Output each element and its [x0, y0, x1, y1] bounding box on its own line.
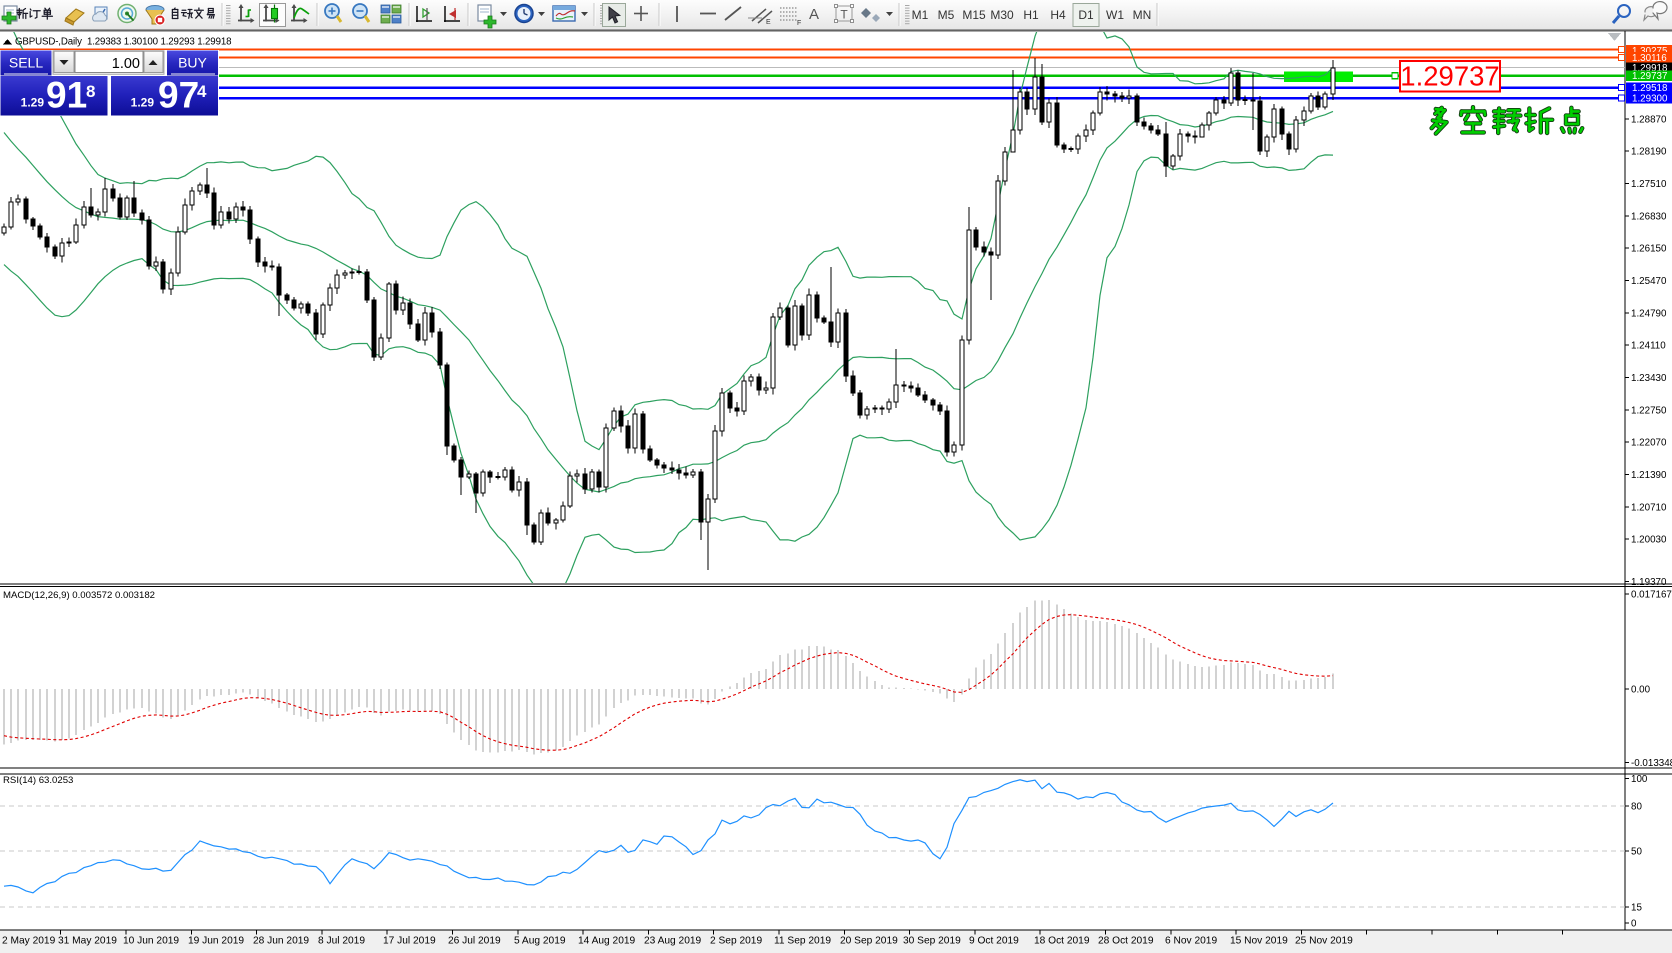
svg-text:1.29300: 1.29300 [1632, 94, 1668, 105]
svg-text:H4: H4 [1050, 8, 1066, 22]
svg-text:15 Nov 2019: 15 Nov 2019 [1230, 936, 1288, 947]
svg-text:17 Jul 2019: 17 Jul 2019 [383, 936, 436, 947]
svg-text:100: 100 [1631, 774, 1648, 785]
svg-text:1.20710: 1.20710 [1631, 502, 1667, 513]
svg-text:1.26830: 1.26830 [1631, 211, 1667, 222]
svg-text:1.28190: 1.28190 [1631, 147, 1667, 158]
svg-text:6 Nov 2019: 6 Nov 2019 [1165, 936, 1217, 947]
svg-text:BUY: BUY [178, 55, 207, 71]
svg-text:1.24790: 1.24790 [1631, 308, 1667, 319]
svg-text:15: 15 [1631, 903, 1642, 914]
svg-text:1.30275: 1.30275 [1632, 46, 1668, 57]
svg-text:2 Sep 2019: 2 Sep 2019 [710, 936, 762, 947]
svg-text:0: 0 [1631, 918, 1637, 929]
svg-text:14 Aug 2019: 14 Aug 2019 [578, 936, 636, 947]
svg-text:A: A [809, 6, 819, 23]
svg-text:4: 4 [197, 82, 207, 101]
svg-text:-0.013348: -0.013348 [1631, 758, 1672, 769]
svg-text:10 Jun 2019: 10 Jun 2019 [123, 936, 179, 947]
svg-text:1.26150: 1.26150 [1631, 244, 1667, 255]
svg-text:1.20030: 1.20030 [1631, 535, 1667, 546]
svg-text:50: 50 [1631, 847, 1642, 858]
svg-text:28 Jun 2019: 28 Jun 2019 [253, 936, 309, 947]
svg-text:F: F [797, 20, 801, 27]
svg-text:26 Jul 2019: 26 Jul 2019 [448, 936, 501, 947]
svg-text:1.28870: 1.28870 [1631, 114, 1667, 125]
svg-text:28 Oct 2019: 28 Oct 2019 [1098, 936, 1154, 947]
svg-text:1.27510: 1.27510 [1631, 179, 1667, 190]
svg-text:23 Aug 2019: 23 Aug 2019 [644, 936, 702, 947]
svg-text:1.29737: 1.29737 [1400, 61, 1499, 92]
svg-text:5 Aug 2019: 5 Aug 2019 [514, 936, 566, 947]
svg-text:1.22070: 1.22070 [1631, 438, 1667, 449]
svg-text:H1: H1 [1023, 8, 1039, 22]
svg-text:9 Oct 2019: 9 Oct 2019 [969, 936, 1019, 947]
svg-text:1.29: 1.29 [131, 96, 155, 110]
svg-text:1.29: 1.29 [21, 96, 45, 110]
svg-text:8 Jul 2019: 8 Jul 2019 [318, 936, 365, 947]
svg-text:W1: W1 [1106, 8, 1124, 22]
svg-text:2 May 2019: 2 May 2019 [2, 936, 56, 947]
svg-text:M30: M30 [990, 8, 1014, 22]
svg-text:E: E [766, 19, 771, 26]
svg-text:1.00: 1.00 [112, 56, 140, 72]
svg-text:1.25470: 1.25470 [1631, 276, 1667, 287]
svg-text:30 Sep 2019: 30 Sep 2019 [903, 936, 961, 947]
svg-text:1.23430: 1.23430 [1631, 373, 1667, 384]
svg-text:91: 91 [46, 75, 87, 116]
svg-text:0.00: 0.00 [1631, 685, 1651, 696]
svg-text:97: 97 [158, 75, 199, 116]
svg-text:20 Sep 2019: 20 Sep 2019 [840, 936, 898, 947]
svg-text:1.29918: 1.29918 [1632, 63, 1668, 74]
svg-text:MACD(12,26,9) 0.003572 0.00318: MACD(12,26,9) 0.003572 0.003182 [3, 590, 155, 601]
svg-text:1.30116: 1.30116 [1632, 53, 1667, 64]
svg-text:31 May 2019: 31 May 2019 [58, 936, 117, 947]
svg-text:SELL: SELL [9, 55, 43, 71]
svg-text:1.19370: 1.19370 [1631, 577, 1667, 588]
svg-text:80: 80 [1631, 802, 1642, 813]
svg-text:1.21390: 1.21390 [1631, 470, 1667, 481]
svg-text:18 Oct 2019: 18 Oct 2019 [1034, 936, 1090, 947]
svg-text:M15: M15 [962, 8, 986, 22]
svg-text:RSI(14) 63.0253: RSI(14) 63.0253 [3, 775, 73, 786]
svg-text:1.22750: 1.22750 [1631, 405, 1667, 416]
svg-text:1.29737: 1.29737 [1632, 71, 1667, 82]
svg-text:M1: M1 [912, 8, 929, 22]
svg-text:M5: M5 [938, 8, 955, 22]
svg-text:11 Sep 2019: 11 Sep 2019 [774, 936, 831, 947]
svg-text:19 Jun 2019: 19 Jun 2019 [188, 936, 244, 947]
svg-text:25 Nov 2019: 25 Nov 2019 [1295, 936, 1353, 947]
svg-text:1.24110: 1.24110 [1631, 341, 1666, 352]
svg-text:0.017167: 0.017167 [1631, 590, 1672, 601]
svg-text:8: 8 [86, 82, 95, 101]
svg-text:D1: D1 [1078, 8, 1094, 22]
svg-text:GBPUSD-,Daily 1.29383 1.30100: GBPUSD-,Daily 1.29383 1.30100 1.29293 1.… [15, 37, 231, 48]
svg-text:T: T [840, 8, 848, 22]
svg-text:1.29518: 1.29518 [1632, 83, 1668, 94]
svg-text:MN: MN [1133, 8, 1152, 22]
